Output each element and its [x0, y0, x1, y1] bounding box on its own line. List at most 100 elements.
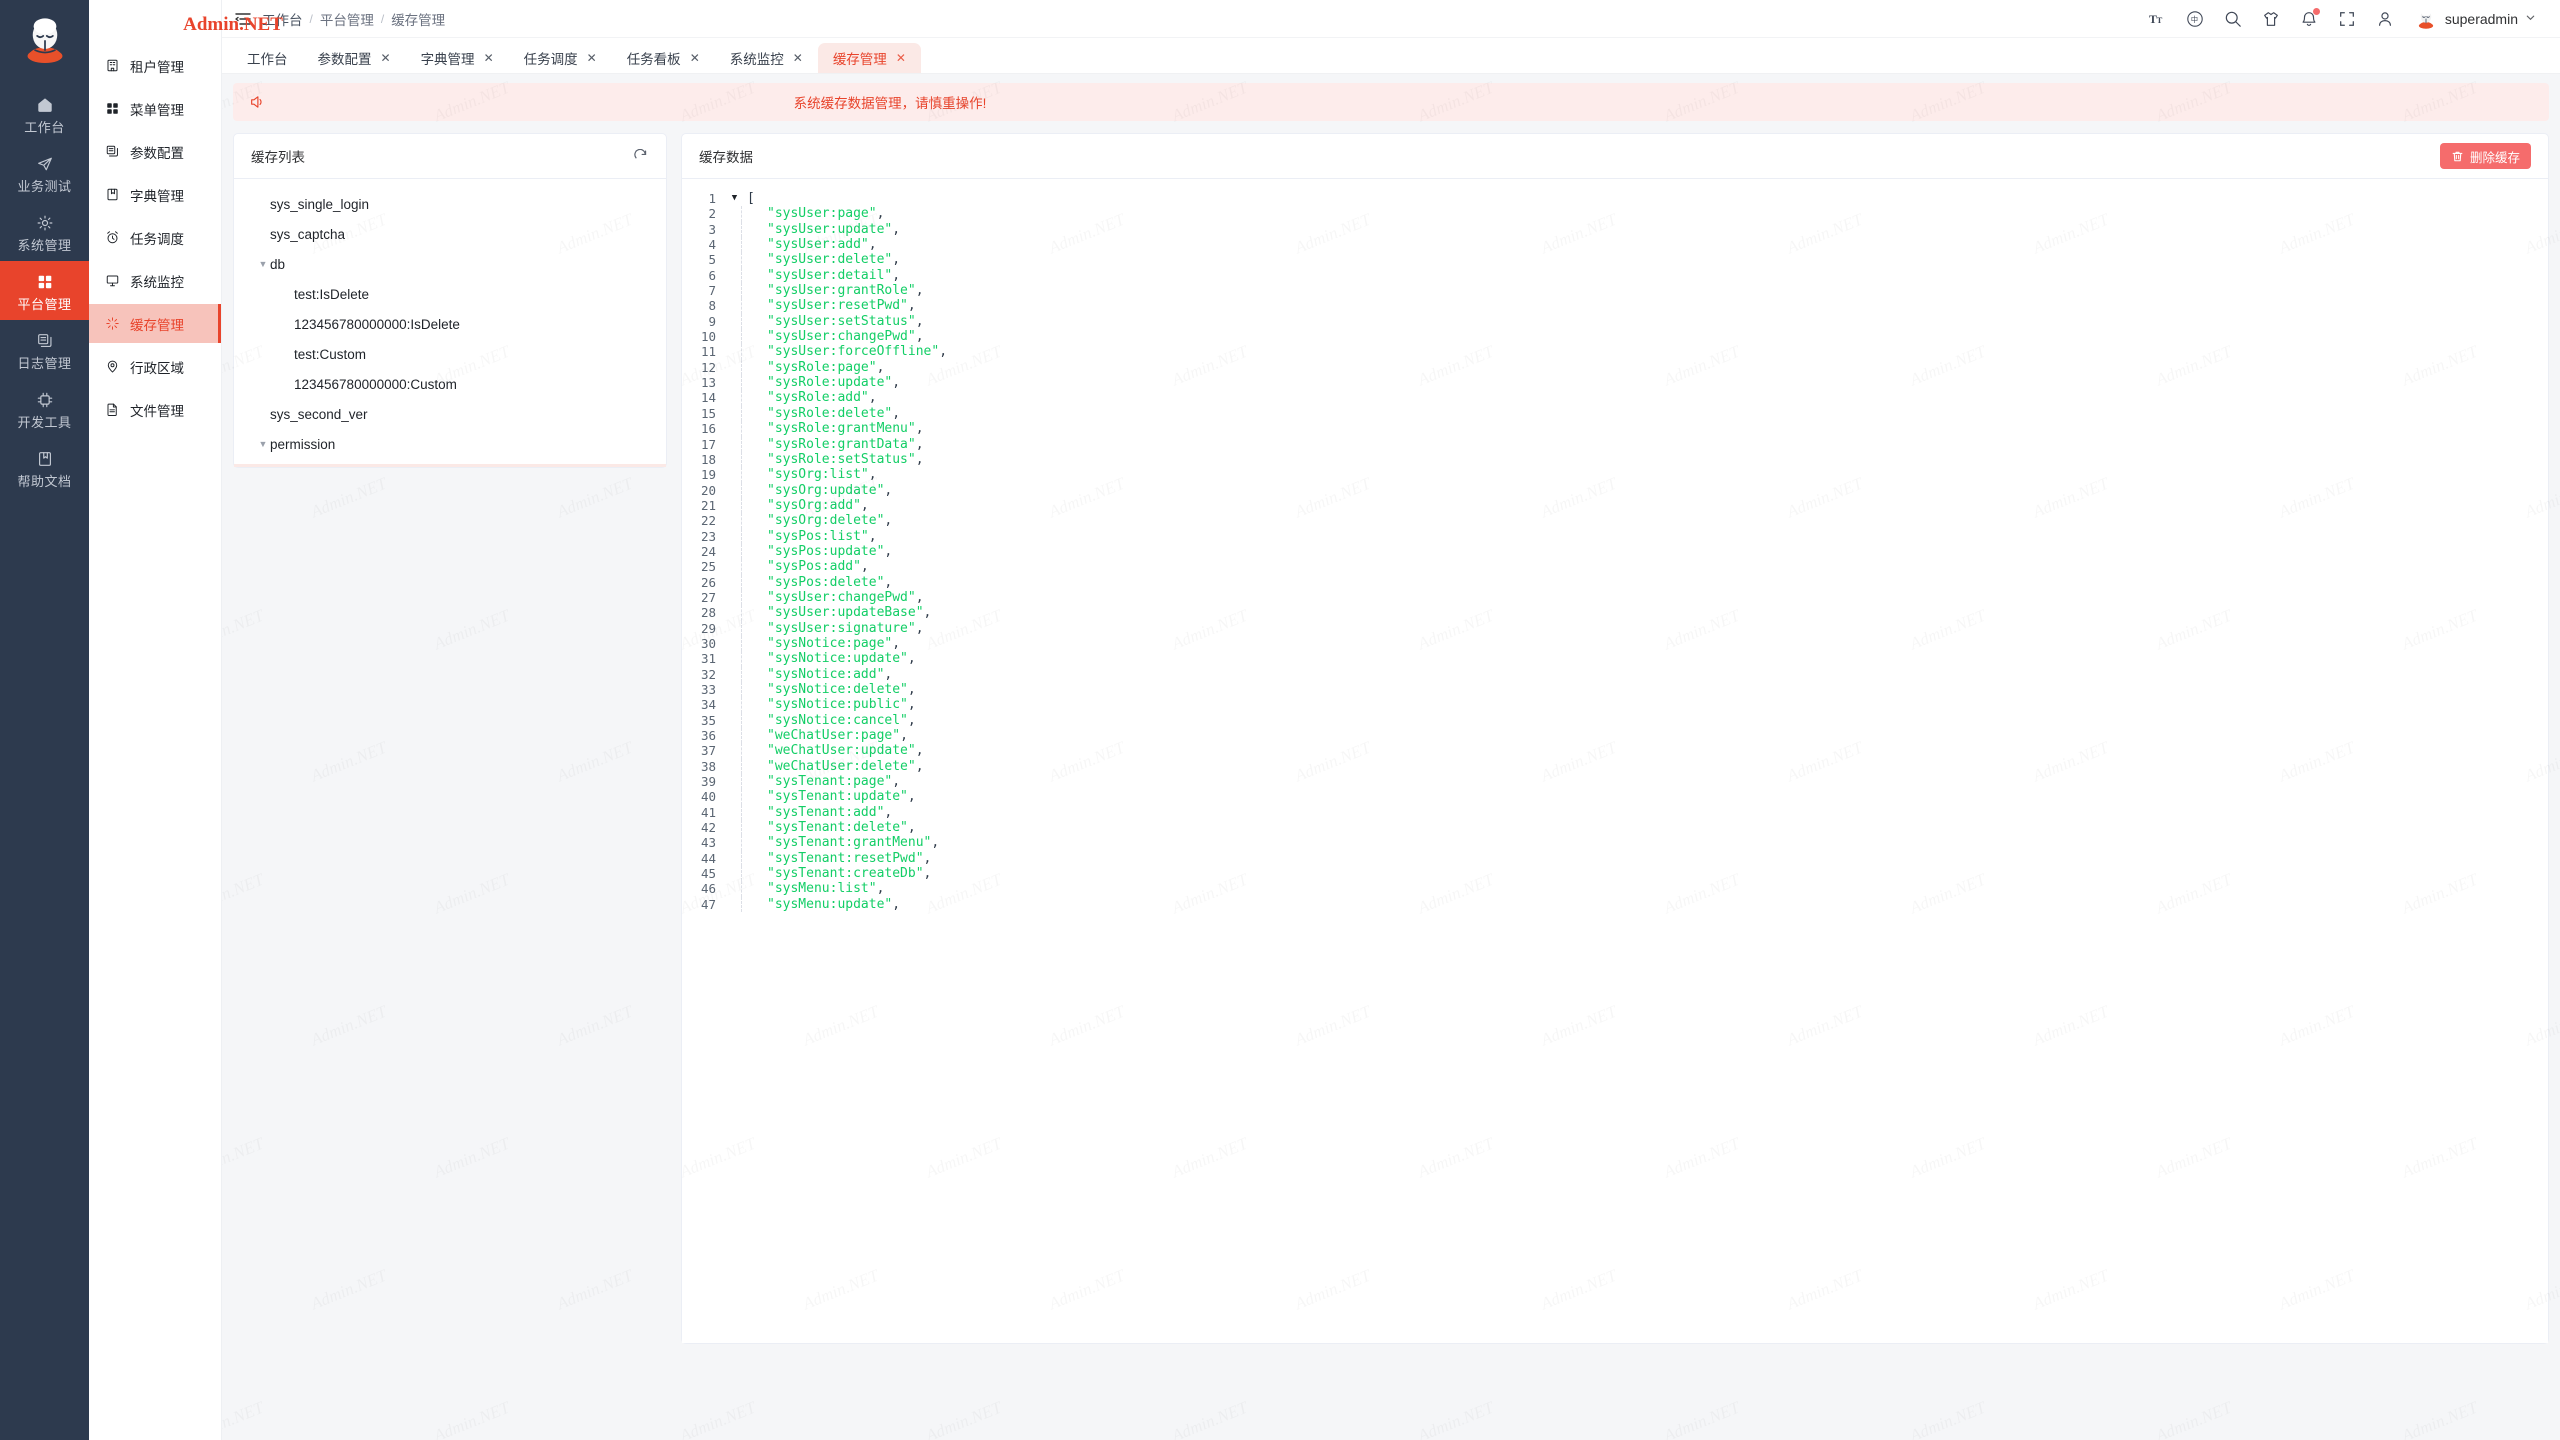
- tab-5[interactable]: 任务看板 ✕: [612, 43, 715, 73]
- code-content: "sysUser:update",: [741, 221, 900, 238]
- tree-node-5[interactable]: 123456780000000:IsDelete: [234, 314, 666, 334]
- code-line: 34 "sysNotice:public",: [682, 697, 2548, 713]
- tab-label: 参数配置: [317, 52, 372, 67]
- tree-node-1[interactable]: sys_single_login: [234, 194, 666, 214]
- delete-cache-button[interactable]: 删除缓存: [2439, 143, 2531, 169]
- collapse-menu-icon[interactable]: [234, 10, 252, 28]
- menu-item-4[interactable]: 字典管理: [89, 175, 221, 214]
- code-content: "sysUser:updateBase",: [741, 605, 931, 621]
- code-content: "weChatUser:page",: [741, 728, 908, 744]
- tree-node-4[interactable]: test:IsDelete: [234, 284, 666, 304]
- menu-item-label: 任务调度: [130, 231, 184, 247]
- tab-6[interactable]: 系统监控 ✕: [715, 43, 818, 73]
- user-icon[interactable]: [2376, 9, 2395, 28]
- code-line: 41 "sysTenant:add",: [682, 804, 2548, 821]
- tree-node-9[interactable]: ▼ permission: [234, 434, 666, 454]
- menu-item-9[interactable]: 文件管理: [89, 390, 221, 429]
- chevron-down-icon[interactable]: [2525, 10, 2536, 28]
- code-content: "sysOrg:update",: [741, 482, 892, 498]
- theme-icon[interactable]: [2262, 9, 2281, 28]
- code-line: 10 "sysUser:changePwd",: [682, 329, 2548, 345]
- code-line: 33 "sysNotice:delete",: [682, 682, 2548, 698]
- code-content: "weChatUser:delete",: [741, 758, 924, 775]
- rail-item-1[interactable]: 工作台: [0, 84, 89, 143]
- secondary-menu: 租户管理菜单管理参数配置字典管理任务调度系统监控缓存管理行政区域文件管理: [89, 0, 222, 1440]
- copy-icon: [36, 331, 54, 351]
- rail-item-7[interactable]: 帮助文档: [0, 438, 89, 497]
- code-line: 2 "sysUser:page",: [682, 206, 2548, 222]
- cache-tree: sys_single_login sys_captcha ▼ db test:IsDel…: [234, 179, 666, 467]
- tab-close-icon[interactable]: ✕: [380, 51, 391, 65]
- caret-down-icon[interactable]: ▼: [258, 439, 268, 449]
- menu-item-5[interactable]: 任务调度: [89, 218, 221, 257]
- code-line: 5 "sysUser:delete",: [682, 252, 2548, 268]
- rail-item-label: 系统管理: [17, 238, 72, 253]
- refresh-icon[interactable]: [631, 147, 649, 165]
- code-content: "sysOrg:list",: [741, 467, 877, 483]
- user-menu[interactable]: superadmin: [2414, 7, 2536, 31]
- code-line: 46 "sysMenu:list",: [682, 881, 2548, 897]
- code-line: 22 "sysOrg:delete",: [682, 513, 2548, 529]
- tree-node-3[interactable]: ▼ db: [234, 254, 666, 274]
- tab-close-icon[interactable]: ✕: [483, 51, 494, 65]
- tab-close-icon[interactable]: ✕: [689, 51, 700, 65]
- grid-icon: [105, 101, 120, 116]
- rail-item-5[interactable]: 日志管理: [0, 320, 89, 379]
- menu-item-3[interactable]: 参数配置: [89, 132, 221, 171]
- code-content: "sysNotice:page",: [741, 635, 900, 652]
- breadcrumb: 工作台 / 平台管理 / 缓存管理: [262, 9, 445, 29]
- line-number: 17: [700, 436, 716, 452]
- breadcrumb-item-2[interactable]: 平台管理: [319, 12, 374, 28]
- tree-node-6[interactable]: test:Custom: [234, 344, 666, 364]
- rail-item-3[interactable]: 系统管理: [0, 202, 89, 261]
- tab-4[interactable]: 任务调度 ✕: [509, 43, 612, 73]
- rail-item-2[interactable]: 业务测试: [0, 143, 89, 202]
- rail-item-6[interactable]: 开发工具: [0, 379, 89, 438]
- fold-toggle-icon[interactable]: ▼: [731, 193, 738, 203]
- caret-down-icon[interactable]: ▼: [258, 259, 268, 269]
- line-number: 1: [708, 191, 716, 206]
- line-number: 46: [700, 881, 716, 897]
- code-content: "sysUser:grantRole",: [741, 283, 924, 299]
- line-number: 14: [700, 390, 716, 406]
- line-number: 22: [700, 513, 716, 529]
- menu-item-7[interactable]: 缓存管理: [89, 304, 221, 343]
- code-content: "sysUser:signature",: [741, 620, 924, 636]
- rail-item-4[interactable]: 平台管理: [0, 261, 89, 320]
- tab-close-icon[interactable]: ✕: [792, 51, 803, 65]
- language-icon[interactable]: 中: [2186, 9, 2205, 28]
- menu-item-8[interactable]: 行政区域: [89, 347, 221, 386]
- breadcrumb-item-1[interactable]: 工作台: [262, 12, 303, 28]
- tab-close-icon[interactable]: ✕: [895, 51, 906, 65]
- code-content: "sysNotice:cancel",: [741, 712, 916, 729]
- json-viewer[interactable]: 1 ▼ [2 "sysUser:page", 3 "sysUser:update", 4 "s…: [682, 179, 2548, 1343]
- line-number: 35: [700, 712, 716, 728]
- code-content: "sysNotice:update",: [741, 651, 916, 667]
- tab-2[interactable]: 参数配置 ✕: [303, 43, 406, 73]
- breadcrumb-item-3[interactable]: 缓存管理: [391, 12, 446, 28]
- tab-7[interactable]: 缓存管理 ✕: [817, 43, 921, 73]
- search-icon[interactable]: [2224, 9, 2243, 28]
- tree-node-label: test:IsDelete: [294, 286, 370, 302]
- menu-item-6[interactable]: 系统监控: [89, 261, 221, 300]
- code-line: 23 "sysPos:list",: [682, 528, 2548, 544]
- line-number: 32: [700, 666, 716, 682]
- fullscreen-icon[interactable]: [2338, 9, 2357, 28]
- line-number: 20: [700, 482, 716, 498]
- breadcrumb-separator: /: [309, 11, 313, 26]
- menu-item-1[interactable]: 租户管理: [89, 46, 221, 85]
- code-line: 9 "sysUser:setStatus",: [682, 313, 2548, 330]
- tree-node-2[interactable]: sys_captcha: [234, 224, 666, 244]
- tab-1[interactable]: 工作台: [232, 43, 303, 73]
- tab-close-icon[interactable]: ✕: [586, 51, 597, 65]
- notification-icon[interactable]: [2300, 8, 2320, 28]
- line-number: 9: [708, 313, 716, 329]
- tree-node-8[interactable]: sys_second_ver: [234, 404, 666, 424]
- code-line: 30 "sysNotice:page",: [682, 635, 2548, 652]
- tab-3[interactable]: 字典管理 ✕: [406, 43, 509, 73]
- cache-list-panel: 缓存列表 sys_single_login sys_captcha ▼ db test:…: [233, 133, 667, 468]
- menu-item-2[interactable]: 菜单管理: [89, 89, 221, 128]
- tree-node-10[interactable]: 252885263000000: [234, 464, 666, 467]
- tree-node-7[interactable]: 123456780000000:Custom: [234, 374, 666, 394]
